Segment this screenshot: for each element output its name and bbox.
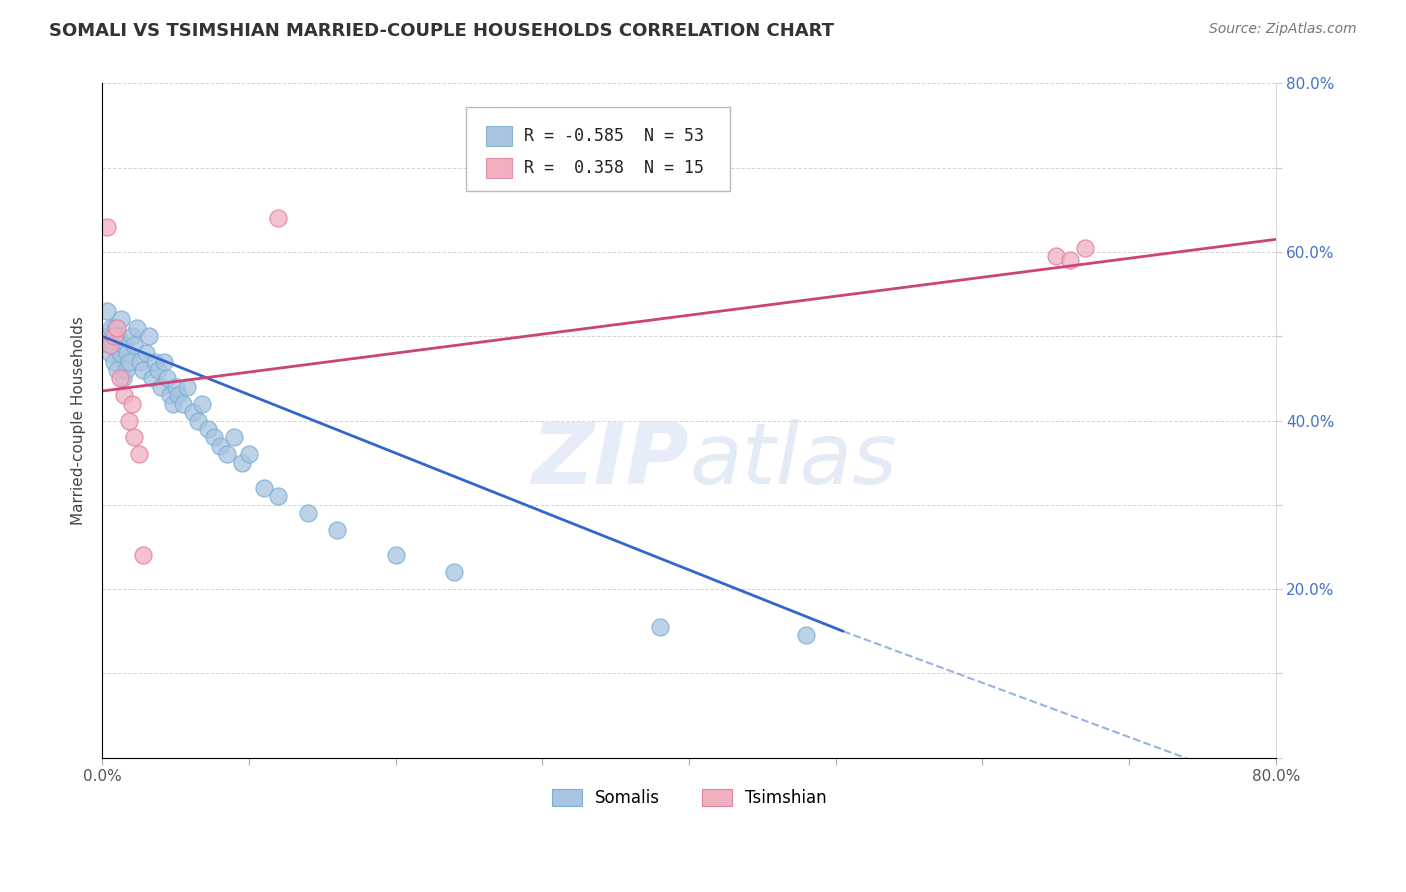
Point	[101, 337, 124, 351]
Point	[149, 380, 172, 394]
Point	[105, 321, 128, 335]
Point	[208, 439, 231, 453]
Text: SOMALI VS TSIMSHIAN MARRIED-COUPLE HOUSEHOLDS CORRELATION CHART: SOMALI VS TSIMSHIAN MARRIED-COUPLE HOUSE…	[49, 22, 834, 40]
Text: R = -0.585  N = 53: R = -0.585 N = 53	[523, 127, 703, 145]
Text: Source: ZipAtlas.com: Source: ZipAtlas.com	[1209, 22, 1357, 37]
Point	[107, 329, 129, 343]
Point	[96, 304, 118, 318]
Point	[1045, 249, 1067, 263]
Y-axis label: Married-couple Households: Married-couple Households	[72, 316, 86, 525]
Point	[115, 346, 138, 360]
Point	[129, 354, 152, 368]
Point	[176, 380, 198, 394]
Point	[165, 380, 187, 394]
Point	[252, 481, 274, 495]
Point	[128, 447, 150, 461]
Point	[181, 405, 204, 419]
Point	[103, 354, 125, 368]
Point	[124, 430, 146, 444]
Point	[796, 628, 818, 642]
Point	[172, 397, 194, 411]
Legend: Somalis, Tsimshian: Somalis, Tsimshian	[546, 782, 834, 814]
Point	[132, 549, 155, 563]
Point	[117, 354, 139, 368]
Text: ZIP: ZIP	[531, 419, 689, 502]
Point	[224, 430, 246, 444]
Point	[187, 413, 209, 427]
Point	[384, 549, 406, 563]
Point	[108, 346, 131, 360]
Point	[326, 523, 349, 537]
Point	[105, 363, 128, 377]
Point	[114, 363, 136, 377]
Point	[104, 321, 127, 335]
Point	[121, 329, 143, 343]
Point	[124, 337, 146, 351]
Point	[267, 211, 290, 226]
Point	[132, 363, 155, 377]
Point	[146, 363, 169, 377]
Point	[100, 321, 122, 335]
Point	[162, 397, 184, 411]
Text: R =  0.358  N = 15: R = 0.358 N = 15	[523, 159, 703, 177]
Point	[297, 506, 319, 520]
Point	[103, 329, 125, 343]
Point	[1074, 241, 1097, 255]
Point	[98, 346, 121, 360]
Point	[110, 312, 132, 326]
Point	[1059, 253, 1081, 268]
Point	[112, 388, 135, 402]
Point	[215, 447, 238, 461]
Point	[167, 388, 190, 402]
Point	[648, 620, 671, 634]
Point	[98, 337, 121, 351]
Point	[97, 329, 120, 343]
Point	[117, 413, 139, 427]
Point	[127, 321, 149, 335]
FancyBboxPatch shape	[465, 107, 730, 191]
Point	[111, 371, 134, 385]
Point	[267, 489, 290, 503]
Point	[143, 354, 166, 368]
Point	[197, 422, 219, 436]
Text: atlas: atlas	[689, 419, 897, 502]
Point	[238, 447, 260, 461]
Point	[96, 219, 118, 234]
Point	[141, 371, 163, 385]
Point	[121, 397, 143, 411]
Bar	[486, 126, 512, 146]
Point	[135, 346, 157, 360]
Point	[231, 456, 253, 470]
Point	[112, 337, 135, 351]
Point	[153, 354, 176, 368]
Point	[191, 397, 214, 411]
Point	[138, 329, 160, 343]
Point	[108, 371, 131, 385]
Point	[202, 430, 225, 444]
Point	[159, 388, 181, 402]
Point	[443, 566, 465, 580]
Point	[156, 371, 179, 385]
Bar	[486, 158, 512, 178]
